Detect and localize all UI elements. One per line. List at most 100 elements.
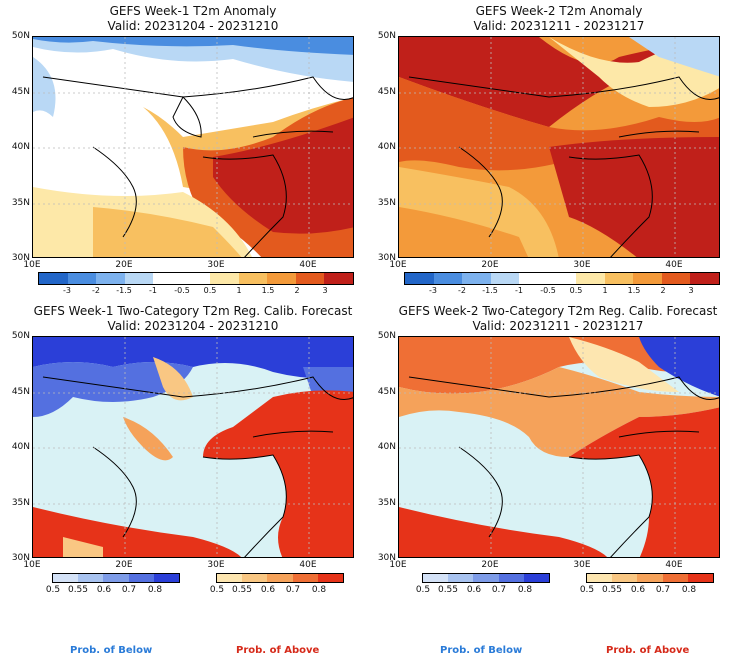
panel-2-field — [399, 37, 719, 257]
panel-4-lat-35: 35N — [377, 498, 396, 508]
above-tick: 0.55 — [231, 585, 253, 595]
panel-1-lon-10: 10E — [23, 260, 41, 270]
cbar-swatch — [53, 574, 79, 582]
cbar-swatch — [103, 574, 129, 582]
above-tick: 0.7 — [285, 585, 301, 595]
panel-2-lat-30: 30N — [377, 253, 396, 263]
cbar-swatch — [210, 273, 239, 284]
cbar-swatch — [96, 273, 125, 284]
cbar-swatch — [587, 574, 613, 582]
cbar-swatch — [462, 273, 491, 284]
cbar-swatch — [267, 574, 293, 582]
below-tick: 0.7 — [491, 585, 507, 595]
cbar-2-tick: -0.5 — [540, 286, 556, 295]
panel-1-title: GEFS Week-1 T2m Anomaly Valid: 20231204 … — [32, 4, 354, 34]
prob-below-label-right: Prob. of Below — [440, 645, 523, 656]
cbar-swatch — [612, 574, 638, 582]
panel-4-lat-50: 50N — [377, 331, 396, 341]
panel-4-valid: Valid: 20231211 - 20231217 — [472, 319, 644, 333]
panel-3-lon-40: 40E — [299, 560, 317, 570]
cbar-2-tick: 3 — [688, 286, 694, 295]
cbar-swatch — [576, 273, 605, 284]
cbar-2-tick: -2 — [458, 286, 466, 295]
cbar-swatch — [295, 273, 325, 284]
prob-above-label-left: Prob. of Above — [236, 645, 320, 656]
panel-1-heading: GEFS Week-1 T2m Anomaly — [109, 4, 277, 18]
cbar-swatch — [473, 574, 499, 582]
cbar-swatch — [423, 574, 449, 582]
below-tick: 0.8 — [147, 585, 163, 595]
cbar-swatch — [519, 273, 548, 284]
panel-3-lon-20: 20E — [115, 560, 133, 570]
panel-4-heading: GEFS Week-2 Two-Category T2m Reg. Calib.… — [398, 304, 718, 318]
panel-3-lon-10: 10E — [23, 560, 41, 570]
cbar-1-tick: -1.5 — [116, 286, 132, 295]
cbar-1-tick: 1.5 — [261, 286, 275, 295]
cbar-swatch — [604, 273, 634, 284]
panel-4-field — [399, 337, 719, 557]
panel-1-lat-40: 40N — [11, 142, 30, 152]
panel-1-lat-45: 45N — [11, 87, 30, 97]
cbar-swatch — [690, 273, 720, 284]
cbar-swatch — [153, 273, 182, 284]
panel-3-valid: Valid: 20231204 - 20231210 — [107, 319, 279, 333]
panel-3-map — [32, 336, 354, 558]
cbar-2-tick: 1 — [602, 286, 608, 295]
panel-2-valid: Valid: 20231211 - 20231217 — [473, 19, 645, 33]
cbar-swatch — [39, 273, 68, 284]
cbar-1-tick: -3 — [63, 286, 71, 295]
cbar-2-tick: 0.5 — [569, 286, 583, 295]
cbar-swatch — [433, 273, 463, 284]
panel-3-lat-45: 45N — [11, 387, 30, 397]
above-tick: 0.5 — [209, 585, 225, 595]
panel-4-above-colorbar — [586, 573, 714, 583]
cbar-swatch — [181, 273, 211, 284]
panel-2-lat-45: 45N — [377, 87, 396, 97]
panel-4-title: GEFS Week-2 Two-Category T2m Reg. Calib.… — [376, 304, 740, 334]
panel-1-lat-35: 35N — [11, 198, 30, 208]
above-tick: 0.7 — [655, 585, 671, 595]
cbar-swatch — [662, 574, 688, 582]
cbar-swatch — [78, 574, 104, 582]
panel-2-lon-10: 10E — [389, 260, 407, 270]
cbar-swatch — [324, 273, 354, 284]
panel-4-below-colorbar — [422, 573, 550, 583]
above-tick: 0.55 — [601, 585, 623, 595]
panel-3-lat-30: 30N — [11, 553, 30, 563]
panel-4-lon-40: 40E — [665, 560, 683, 570]
above-tick: 0.5 — [579, 585, 595, 595]
cbar-swatch — [292, 574, 318, 582]
panel-1-lat-50: 50N — [11, 31, 30, 41]
below-tick: 0.55 — [437, 585, 459, 595]
panel-2-colorbar — [404, 272, 720, 285]
panel-1-lat-30: 30N — [11, 253, 30, 263]
panel-4-lon-20: 20E — [481, 560, 499, 570]
above-tick: 0.6 — [630, 585, 646, 595]
cbar-swatch — [238, 273, 268, 284]
panel-1-field — [33, 37, 353, 257]
panel-3-field — [33, 337, 353, 557]
below-tick: 0.6 — [466, 585, 482, 595]
cbar-2-tick: -1 — [515, 286, 523, 295]
cbar-swatch — [490, 273, 520, 284]
panel-2-lon-20: 20E — [481, 260, 499, 270]
cbar-swatch — [547, 273, 577, 284]
panel-1-lon-30: 30E — [207, 260, 225, 270]
cbar-1-tick: 3 — [322, 286, 328, 295]
cbar-swatch — [67, 273, 97, 284]
panel-4-lon-30: 30E — [573, 560, 591, 570]
panel-1-lon-20: 20E — [115, 260, 133, 270]
panel-4-map — [398, 336, 720, 558]
panel-2-title: GEFS Week-2 T2m Anomaly Valid: 20231211 … — [398, 4, 720, 34]
panel-3-title: GEFS Week-1 Two-Category T2m Reg. Calib.… — [10, 304, 376, 334]
cbar-swatch — [128, 574, 154, 582]
cbar-swatch — [661, 273, 691, 284]
cbar-1-tick: 2 — [294, 286, 300, 295]
cbar-swatch — [267, 273, 296, 284]
panel-3-lat-50: 50N — [11, 331, 30, 341]
cbar-swatch — [687, 574, 714, 582]
cbar-swatch — [317, 574, 344, 582]
panel-1-map — [32, 36, 354, 258]
cbar-2-tick: 1.5 — [627, 286, 641, 295]
panel-1-valid: Valid: 20231204 - 20231210 — [107, 19, 279, 33]
